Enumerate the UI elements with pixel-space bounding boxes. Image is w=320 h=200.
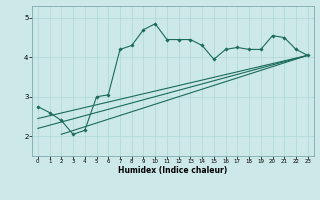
X-axis label: Humidex (Indice chaleur): Humidex (Indice chaleur) xyxy=(118,166,228,175)
